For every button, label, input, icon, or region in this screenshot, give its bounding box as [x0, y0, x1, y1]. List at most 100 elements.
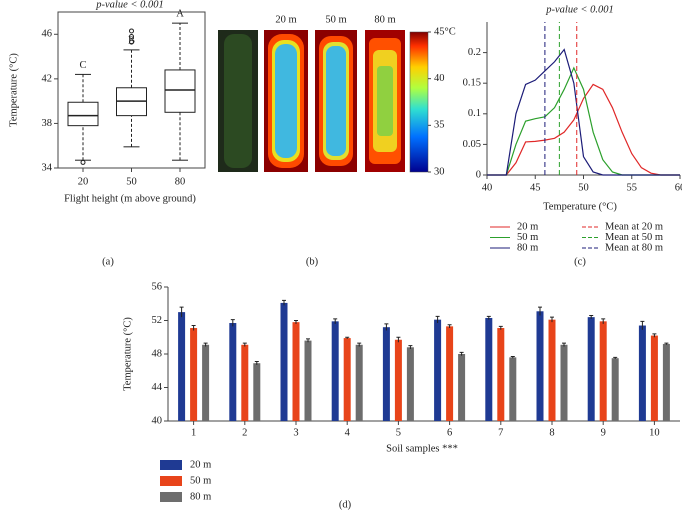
error-bar — [294, 320, 298, 324]
y-tick-label: 0 — [476, 169, 481, 180]
y-tick-label: 0.05 — [463, 139, 481, 150]
error-bar — [396, 336, 401, 343]
error-bar — [459, 351, 464, 356]
error-bar — [408, 345, 413, 349]
bar — [382, 327, 390, 421]
y-tick-label: 0.15 — [463, 78, 481, 89]
y-tick-label: 0.2 — [468, 47, 481, 58]
legend-label: Mean at 80 m — [605, 242, 663, 253]
error-bar — [345, 336, 350, 339]
outlier — [129, 39, 134, 45]
bar — [587, 317, 595, 421]
error-bar — [601, 318, 606, 324]
x-tick-label: 3 — [293, 427, 298, 438]
legend-label: 80 m — [517, 242, 538, 253]
error-bar — [242, 342, 247, 347]
bar — [434, 319, 442, 421]
legend-label: 80 m — [190, 491, 211, 502]
legend-label: Mean at 20 m — [605, 221, 663, 232]
error-bar — [562, 342, 566, 347]
bar — [536, 311, 544, 421]
title: p-value < 0.001 — [545, 4, 613, 15]
x-tick-label: 5 — [396, 427, 401, 438]
bar — [509, 357, 517, 421]
x-tick-label: 4 — [345, 427, 351, 438]
density-line — [487, 48, 680, 176]
bar — [202, 344, 210, 421]
x-tick-label: 8 — [549, 427, 554, 438]
bar — [178, 312, 186, 421]
panel-label: (a) — [102, 256, 114, 267]
y-tick-label: 48 — [152, 348, 163, 359]
bar — [650, 335, 658, 421]
bar — [458, 354, 466, 421]
bar — [394, 339, 402, 421]
y-tick-label: 40 — [152, 415, 163, 426]
error-bar — [550, 316, 554, 323]
bar — [548, 319, 556, 421]
y-tick-label: 34 — [42, 162, 53, 173]
x-axis-label: Temperature (°C) — [543, 201, 617, 212]
legend-label: 50 m — [517, 232, 538, 243]
error-bar — [486, 315, 491, 320]
error-bar — [306, 338, 310, 343]
bar — [241, 344, 249, 421]
x-tick-label: 9 — [601, 427, 606, 438]
legend-label: 20 m — [190, 459, 211, 470]
bar — [599, 321, 607, 421]
x-tick-label: 7 — [498, 427, 503, 438]
bar — [662, 343, 670, 421]
bar — [638, 325, 646, 421]
error-bar — [664, 342, 669, 345]
bar — [292, 322, 300, 421]
bar — [343, 338, 351, 421]
error-bar — [254, 361, 259, 365]
bar — [560, 344, 568, 421]
x-tick-label: 10 — [649, 427, 660, 438]
colorbar-label: 35 — [434, 120, 445, 131]
y-tick-label: 42 — [42, 73, 53, 84]
density-line — [487, 83, 680, 176]
error-bar — [435, 315, 440, 324]
panel-label: (b) — [306, 256, 319, 267]
error-bar — [230, 319, 235, 327]
annotation: C — [79, 60, 86, 71]
y-axis-label: Temperature (°C) — [122, 317, 133, 391]
error-bar — [652, 333, 657, 338]
y-tick-label: 56 — [152, 281, 163, 292]
bar — [497, 328, 505, 421]
annotation: B — [128, 35, 135, 46]
y-tick-label: 46 — [42, 29, 53, 40]
image-title: 50 m — [325, 14, 346, 25]
error-bar — [333, 318, 338, 324]
x-tick-label: 50 — [126, 176, 137, 187]
x-tick-label: 55 — [627, 182, 638, 193]
y-tick-label: 0.1 — [468, 108, 481, 119]
box — [164, 69, 196, 113]
panel-label: (c) — [574, 256, 586, 267]
panel-label: (d) — [339, 499, 352, 510]
x-tick-label: 50 — [578, 182, 589, 193]
legend-swatch — [160, 476, 182, 486]
title: p-value < 0.001 — [95, 0, 163, 10]
x-tick-label: 6 — [447, 427, 452, 438]
x-tick-label: 1 — [191, 427, 196, 438]
error-bar — [357, 342, 362, 347]
legend-swatch — [160, 460, 182, 470]
x-axis-label: Flight height (m above ground) — [64, 193, 196, 204]
legend-label: 20 m — [517, 221, 538, 232]
bar — [331, 321, 339, 421]
error-bar — [589, 314, 594, 319]
error-bar — [498, 325, 503, 330]
y-tick-label: 44 — [152, 382, 163, 393]
annotation: A — [176, 9, 184, 20]
x-tick-label: 60 — [675, 182, 682, 193]
error-bar — [640, 320, 645, 330]
error-bar — [282, 299, 286, 306]
x-tick-label: 20 — [78, 176, 89, 187]
outlier — [129, 28, 134, 34]
bar — [446, 326, 454, 421]
bar — [253, 363, 261, 421]
y-axis-label: Temperature (°C) — [8, 53, 19, 127]
